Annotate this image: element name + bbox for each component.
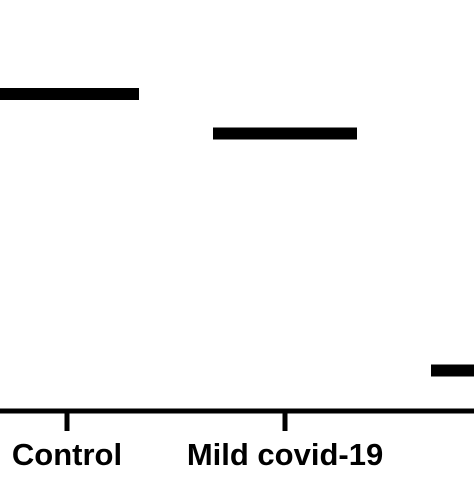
x-tick-label: Mild covid-19 [187, 437, 383, 472]
x-tick-label: Control [12, 437, 122, 472]
x-axis-ticks [64, 411, 288, 431]
chart-marks [0, 88, 474, 377]
